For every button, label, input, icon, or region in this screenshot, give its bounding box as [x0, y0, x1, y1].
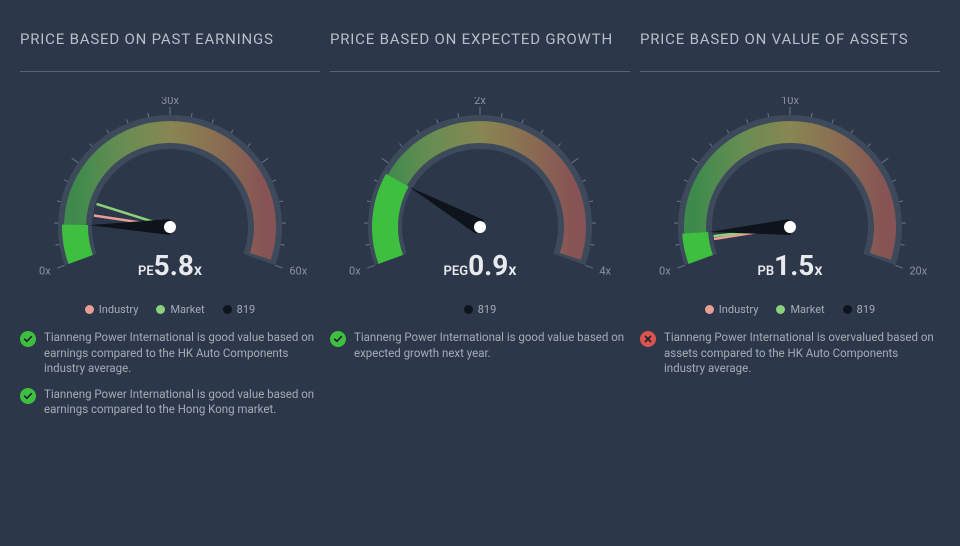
legend: Industry Market 819 — [20, 303, 320, 316]
legend-item: Industry — [705, 303, 759, 316]
remark-text: Tianneng Power International is good val… — [354, 330, 630, 361]
legend-item: Industry — [85, 303, 139, 316]
svg-text:20x: 20x — [909, 264, 927, 277]
legend-item: Market — [776, 303, 824, 316]
cross-icon — [640, 331, 656, 347]
legend-item: Market — [156, 303, 204, 316]
panel-title: PRICE BASED ON PAST EARNINGS — [20, 30, 320, 72]
check-icon — [20, 388, 36, 404]
metric-value: 0.9 — [468, 249, 508, 282]
legend-item: 819 — [464, 303, 497, 316]
svg-text:0x: 0x — [659, 264, 671, 277]
legend-item: 819 — [843, 303, 876, 316]
metric-name: PEG — [444, 264, 469, 279]
panel-title: PRICE BASED ON EXPECTED GROWTH — [330, 30, 630, 72]
remarks: Tianneng Power International is overvalu… — [640, 330, 940, 377]
remarks: Tianneng Power International is good val… — [330, 330, 630, 361]
valuation-panel: PRICE BASED ON PAST EARNINGS 0x 30x 60x PE… — [20, 30, 320, 418]
remark: Tianneng Power International is good val… — [330, 330, 630, 361]
legend-dot-icon — [776, 305, 785, 314]
legend-dot-icon — [156, 305, 165, 314]
legend-label: 819 — [478, 303, 497, 316]
legend-item: 819 — [223, 303, 256, 316]
metric-value: 1.5 — [774, 249, 814, 282]
metric-value: 5.8 — [154, 249, 194, 282]
valuation-panel: PRICE BASED ON VALUE OF ASSETS 0x 10x 20x … — [640, 30, 940, 418]
check-icon — [20, 331, 36, 347]
svg-text:60x: 60x — [289, 264, 307, 277]
gauge: 0x 10x 20x PB1.5x — [640, 97, 940, 297]
metric-suffix: x — [508, 260, 516, 279]
svg-text:4x: 4x — [599, 264, 611, 277]
gauge: 0x 2x 4x PEG0.9x — [330, 97, 630, 297]
legend-dot-icon — [464, 305, 473, 314]
remark-text: Tianneng Power International is good val… — [44, 330, 320, 377]
remark: Tianneng Power International is good val… — [20, 330, 320, 377]
gauge: 0x 30x 60x PE5.8x — [20, 97, 320, 297]
svg-text:30x: 30x — [161, 97, 179, 107]
legend-label: Industry — [99, 303, 139, 316]
legend: 819 — [330, 303, 630, 316]
metric-name: PE — [138, 264, 154, 279]
svg-text:10x: 10x — [781, 97, 799, 107]
remarks: Tianneng Power International is good val… — [20, 330, 320, 418]
remark: Tianneng Power International is good val… — [20, 387, 320, 418]
valuation-panel: PRICE BASED ON EXPECTED GROWTH 0x 2x 4x PE… — [330, 30, 630, 418]
legend: Industry Market 819 — [640, 303, 940, 316]
legend-label: Market — [170, 303, 204, 316]
legend-dot-icon — [223, 305, 232, 314]
legend-dot-icon — [843, 305, 852, 314]
legend-dot-icon — [705, 305, 714, 314]
legend-label: 819 — [857, 303, 876, 316]
metric-suffix: x — [814, 260, 822, 279]
remark-text: Tianneng Power International is good val… — [44, 387, 320, 418]
legend-label: 819 — [237, 303, 256, 316]
svg-text:2x: 2x — [474, 97, 486, 107]
legend-dot-icon — [85, 305, 94, 314]
svg-text:0x: 0x — [349, 264, 361, 277]
check-icon — [330, 331, 346, 347]
remark: Tianneng Power International is overvalu… — [640, 330, 940, 377]
svg-text:0x: 0x — [39, 264, 51, 277]
metric-suffix: x — [194, 260, 202, 279]
metric-name: PB — [758, 264, 775, 279]
panel-title: PRICE BASED ON VALUE OF ASSETS — [640, 30, 940, 72]
remark-text: Tianneng Power International is overvalu… — [664, 330, 940, 377]
legend-label: Market — [790, 303, 824, 316]
legend-label: Industry — [719, 303, 759, 316]
